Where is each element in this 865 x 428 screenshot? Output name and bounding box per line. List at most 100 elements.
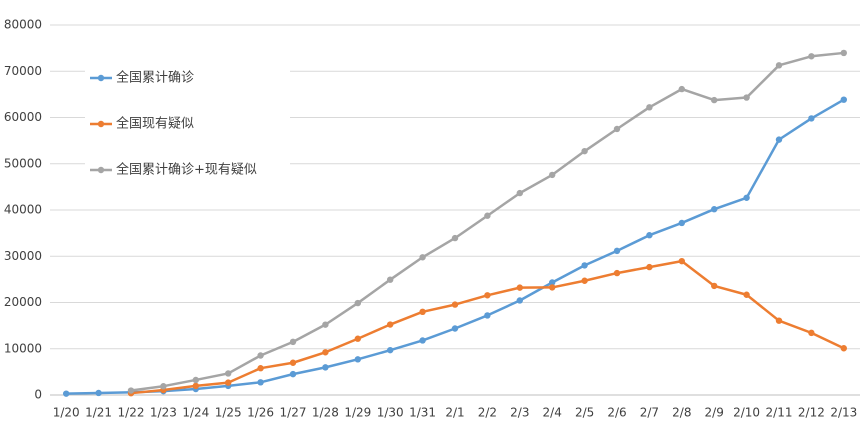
data-point: [613, 269, 621, 277]
x-tick-label: 1/28: [312, 406, 339, 420]
data-point: [354, 356, 361, 363]
data-point: [451, 234, 459, 242]
data-point: [354, 299, 361, 307]
y-tick-label: 20000: [4, 295, 42, 309]
data-point: [451, 301, 459, 308]
x-tick-label: 1/20: [53, 406, 80, 420]
data-point: [711, 282, 718, 290]
data-point: [289, 359, 297, 366]
legend-box: [85, 55, 290, 185]
x-tick-label: 2/13: [830, 406, 857, 420]
data-point: [322, 364, 329, 371]
data-point: [775, 136, 783, 143]
legend-marker: [97, 166, 105, 174]
data-point: [419, 308, 426, 316]
data-point: [678, 85, 685, 93]
x-tick-label: 2/4: [543, 406, 562, 420]
data-point: [387, 321, 394, 328]
y-tick-label: 70000: [4, 64, 42, 78]
data-point: [289, 370, 297, 378]
data-point: [678, 219, 685, 227]
data-point: [840, 345, 847, 352]
y-tick-label: 80000: [4, 18, 42, 32]
data-point: [192, 382, 199, 390]
data-point: [322, 321, 329, 328]
legend-marker: [97, 120, 105, 128]
data-point: [387, 276, 394, 283]
data-point: [484, 212, 491, 219]
data-point: [516, 297, 523, 304]
data-point: [743, 194, 750, 201]
x-tick-label: 1/22: [118, 406, 145, 420]
y-tick-label: 30000: [4, 249, 42, 263]
y-tick-label: 40000: [4, 203, 42, 217]
data-point: [775, 62, 783, 69]
data-point: [257, 379, 264, 386]
data-point: [484, 312, 491, 319]
y-tick-label: 60000: [4, 110, 42, 124]
legend-label: 全国现有疑似: [116, 116, 194, 132]
x-tick-label: 2/12: [798, 406, 825, 420]
data-point: [840, 96, 847, 103]
series-line: [130, 259, 845, 395]
data-point: [613, 247, 621, 255]
data-point: [257, 365, 264, 372]
data-point: [808, 329, 815, 337]
data-point: [581, 277, 588, 284]
data-point: [516, 284, 523, 291]
x-tick-label: 2/11: [766, 406, 793, 420]
data-point: [808, 53, 815, 60]
x-tick-label: 1/26: [247, 406, 274, 420]
x-tick-label: 1/21: [85, 406, 112, 420]
data-point: [62, 390, 70, 397]
x-tick-label: 1/31: [409, 406, 436, 420]
y-tick-label: 10000: [4, 341, 42, 355]
data-point: [549, 171, 556, 179]
data-point: [419, 254, 426, 261]
x-tick-label: 2/1: [445, 406, 464, 420]
x-tick-label: 2/3: [510, 406, 529, 420]
data-point: [581, 262, 588, 269]
data-point: [711, 206, 718, 213]
data-point: [581, 147, 588, 155]
x-tick-label: 1/27: [280, 406, 307, 420]
data-point: [613, 125, 621, 133]
data-point: [549, 284, 556, 291]
data-point: [322, 349, 329, 356]
data-point: [289, 338, 297, 346]
x-tick-label: 2/8: [672, 406, 691, 420]
data-point: [451, 325, 459, 332]
data-point: [775, 317, 783, 324]
data-point: [840, 49, 847, 57]
data-point: [678, 257, 685, 265]
data-point: [646, 232, 653, 239]
data-point: [225, 370, 232, 377]
x-tick-label: 2/5: [575, 406, 594, 420]
legend-marker: [97, 74, 105, 82]
data-point: [192, 376, 199, 384]
x-tick-label: 2/9: [705, 406, 724, 420]
data-point: [743, 291, 750, 298]
data-point: [127, 387, 135, 394]
data-point: [354, 335, 361, 342]
data-point: [95, 389, 102, 397]
y-tick-label: 50000: [4, 156, 42, 170]
data-point: [484, 292, 491, 299]
data-point: [516, 189, 523, 197]
data-point: [257, 352, 264, 359]
data-point: [225, 379, 232, 386]
x-tick-label: 2/2: [478, 406, 497, 420]
x-tick-label: 2/10: [733, 406, 760, 420]
x-tick-label: 1/25: [215, 406, 242, 420]
data-point: [743, 94, 750, 101]
x-tick-label: 1/30: [377, 406, 404, 420]
x-tick-label: 2/6: [607, 406, 626, 420]
x-tick-label: 1/23: [150, 406, 177, 420]
data-point: [808, 115, 815, 122]
data-point: [646, 263, 653, 271]
data-point: [160, 383, 167, 390]
legend-label: 全国累计确诊: [116, 70, 194, 86]
y-tick-label: 0: [34, 388, 42, 402]
